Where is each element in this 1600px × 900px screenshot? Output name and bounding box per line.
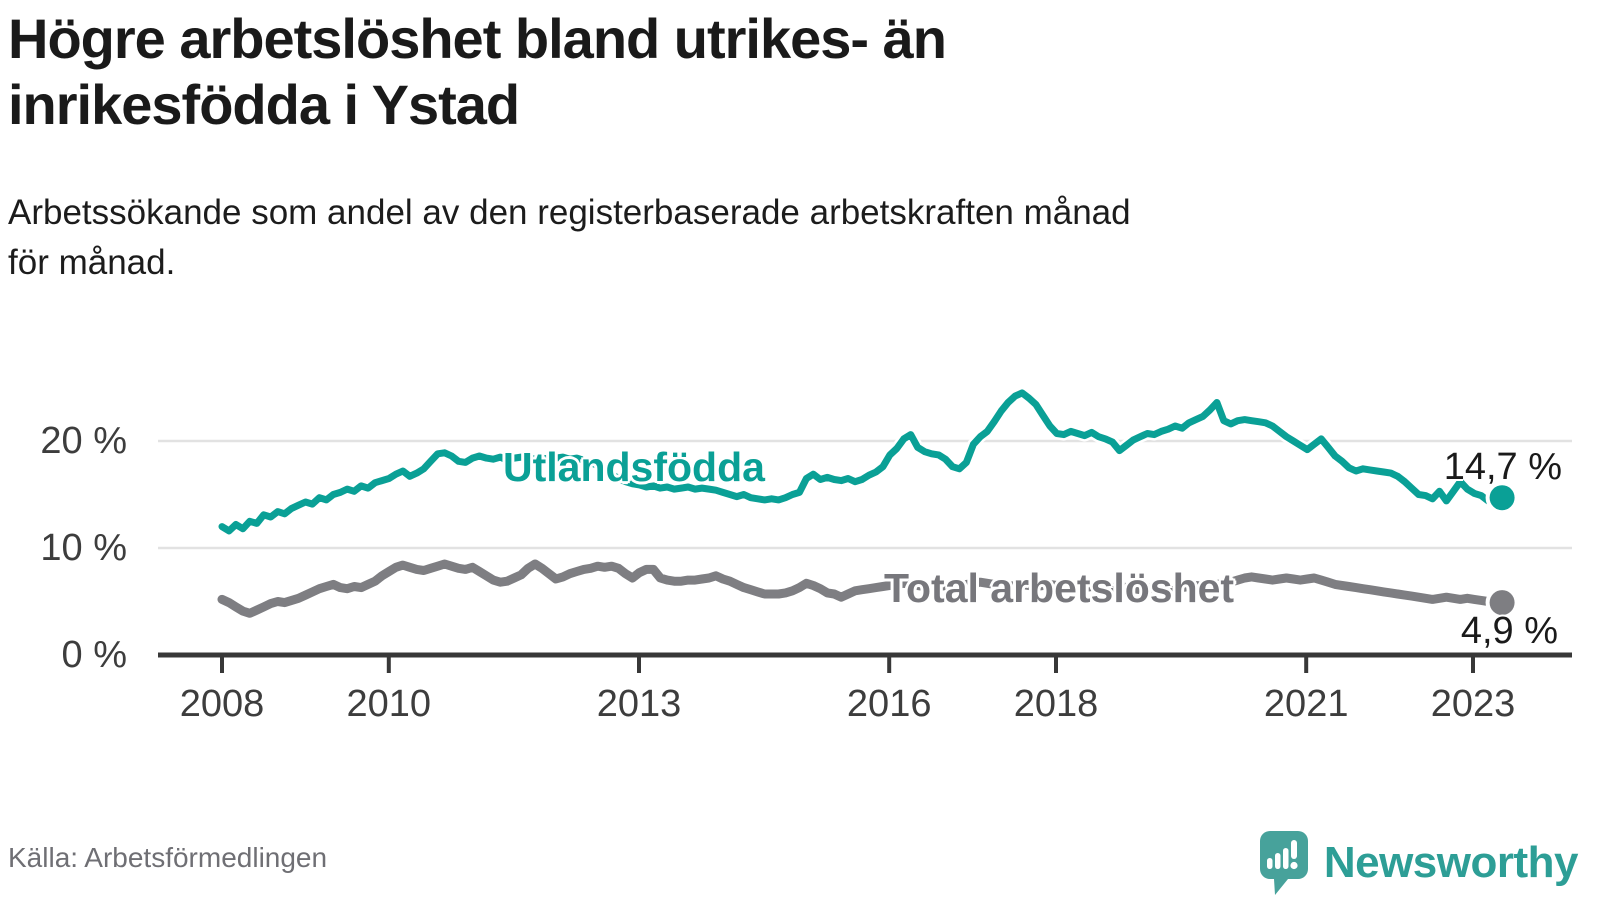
x-tick-label-2023: 2023 — [1431, 683, 1516, 725]
source-credit: Källa: Arbetsförmedlingen — [8, 842, 328, 873]
total-arbetsloshet-end-dot — [1489, 590, 1515, 616]
y-tick-label-0: 0 % — [62, 634, 127, 676]
utlandsfodda-line — [218, 389, 1506, 535]
y-tick-label-20: 20 % — [40, 420, 127, 462]
x-tick-label-2008: 2008 — [180, 683, 265, 725]
y-tick-label-10: 10 % — [40, 527, 127, 569]
page-title: Högre arbetslöshet bland utrikes- än inr… — [8, 7, 947, 137]
newsworthy-brand: Newsworthy — [1258, 830, 1579, 896]
logo-bar-3 — [1282, 848, 1289, 869]
newsworthy-wordmark: Newsworthy — [1323, 838, 1579, 887]
subtitle-line-1: Arbetssökande som andel av den registerb… — [8, 193, 1131, 232]
series-label-total-arbetsloshet: Total arbetslöshet — [884, 565, 1235, 611]
logo-bar-2 — [1274, 853, 1281, 869]
end-value-utlandsfodda: 14,7 % — [1443, 446, 1562, 488]
x-tick-label-2021: 2021 — [1264, 683, 1349, 725]
logo-exclamation-bar — [1290, 840, 1297, 859]
newsworthy-logo-icon — [1259, 831, 1308, 895]
subtitle-line-2: för månad. — [8, 242, 176, 282]
series-label-utlandsfodda: Utlandsfödda — [503, 444, 765, 490]
x-tick-label-2016: 2016 — [847, 683, 932, 725]
x-tick-label-2013: 2013 — [597, 683, 682, 725]
logo-bar-1 — [1266, 858, 1273, 869]
x-tick-label-2018: 2018 — [1014, 683, 1099, 725]
total-arbetsloshet-line — [217, 559, 1507, 618]
chart-subtitle: Arbetssökande som andel av den registerb… — [8, 188, 1568, 287]
utlandsfodda-line-halo — [216, 386, 1509, 537]
logo-exclamation-dot — [1290, 861, 1298, 870]
end-value-total: 4,9 % — [1460, 610, 1558, 652]
utlandsfodda-end-dot — [1489, 485, 1515, 511]
x-tick-label-2010: 2010 — [347, 683, 432, 725]
